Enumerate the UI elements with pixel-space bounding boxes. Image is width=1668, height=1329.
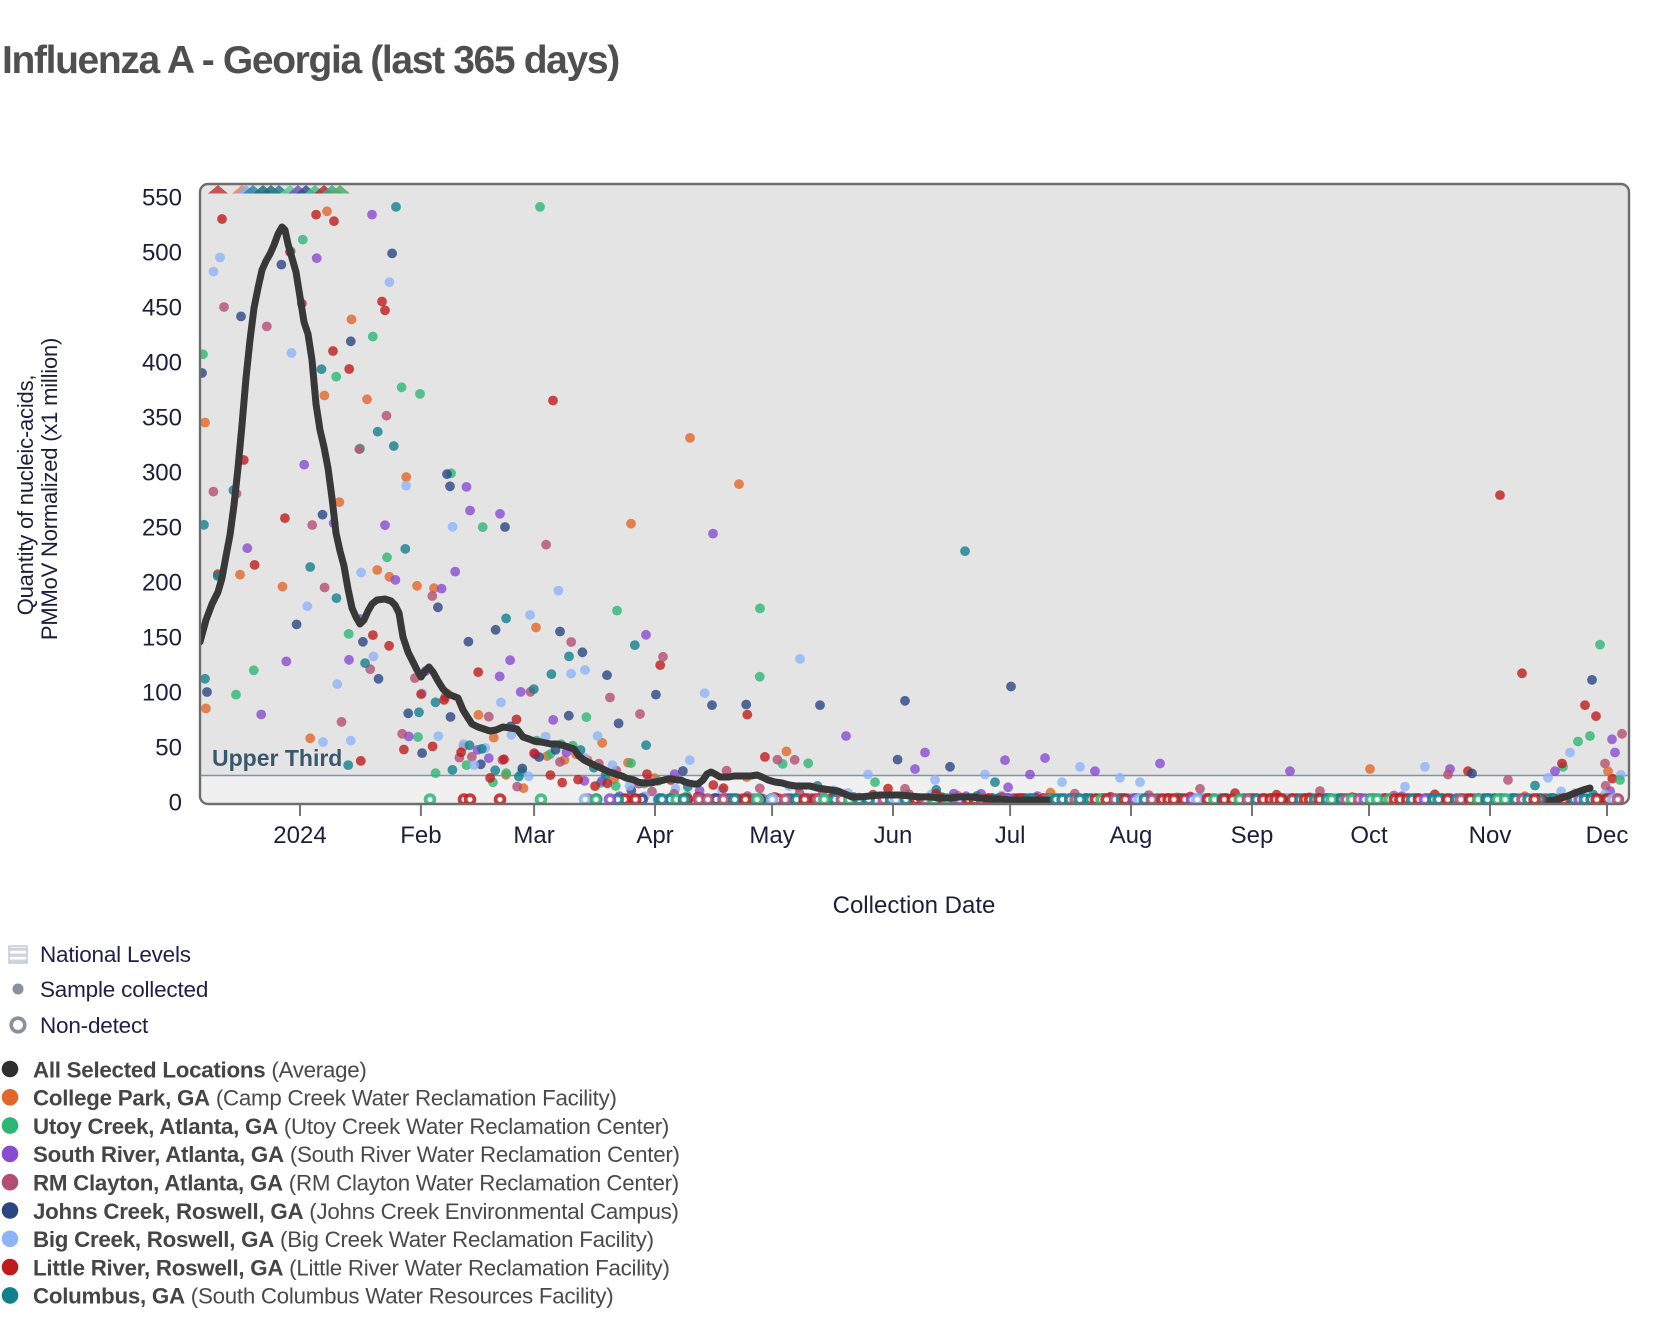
svg-text:Columbus, GA (South Columbus W: Columbus, GA (South Columbus Water Resou…: [33, 1284, 613, 1309]
svg-text:National Levels: National Levels: [40, 942, 191, 967]
svg-text:Collection Date: Collection Date: [833, 892, 996, 919]
svg-text:RM Clayton, Atlanta, GA (RM Cl: RM Clayton, Atlanta, GA (RM Clayton Wate…: [33, 1171, 679, 1196]
svg-text:0: 0: [169, 790, 182, 817]
svg-text:100: 100: [142, 680, 182, 707]
svg-text:Sample collected: Sample collected: [40, 977, 208, 1002]
svg-text:Feb: Feb: [400, 822, 441, 849]
svg-text:400: 400: [142, 350, 182, 377]
svg-text:Non-detect: Non-detect: [40, 1013, 149, 1038]
svg-text:350: 350: [142, 405, 182, 432]
svg-text:Jun: Jun: [874, 822, 913, 849]
svg-text:All Selected Locations (Averag: All Selected Locations (Average): [33, 1057, 367, 1082]
svg-text:Upper Third: Upper Third: [212, 745, 342, 771]
svg-text:Little River, Roswell, GA (Lit: Little River, Roswell, GA (Little River …: [33, 1255, 670, 1280]
svg-text:South River, Atlanta, GA (Sout: South River, Atlanta, GA (South River Wa…: [33, 1142, 680, 1167]
svg-text:Influenza A - Georgia (last 36: Influenza A - Georgia (last 365 days): [2, 39, 619, 82]
svg-text:300: 300: [142, 460, 182, 487]
svg-text:500: 500: [142, 240, 182, 267]
svg-text:May: May: [749, 822, 794, 849]
svg-text:200: 200: [142, 570, 182, 597]
svg-text:550: 550: [142, 185, 182, 212]
svg-text:Oct: Oct: [1350, 822, 1388, 849]
svg-text:Dec: Dec: [1586, 822, 1629, 849]
svg-text:Quantity of nucleic-acids,: Quantity of nucleic-acids,: [13, 375, 38, 616]
svg-text:Aug: Aug: [1110, 822, 1153, 849]
svg-text:Utoy Creek, Atlanta, GA (Utoy: Utoy Creek, Atlanta, GA (Utoy Creek Wate…: [33, 1114, 669, 1139]
svg-text:50: 50: [155, 735, 182, 762]
svg-text:Big Creek, Roswell, GA (Big Cr: Big Creek, Roswell, GA (Big Creek Water …: [33, 1227, 654, 1252]
svg-text:Nov: Nov: [1469, 822, 1512, 849]
svg-text:Sep: Sep: [1231, 822, 1274, 849]
svg-text:PMMoV Normalized (x1 million): PMMoV Normalized (x1 million): [37, 338, 62, 640]
svg-text:Johns Creek, Roswell, GA (John: Johns Creek, Roswell, GA (Johns Creek En…: [33, 1199, 679, 1224]
svg-text:Mar: Mar: [513, 822, 554, 849]
svg-text:150: 150: [142, 625, 182, 652]
svg-text:Apr: Apr: [636, 822, 673, 849]
svg-text:250: 250: [142, 515, 182, 542]
svg-text:2024: 2024: [273, 822, 326, 849]
svg-text:College Park, GA (Camp Creek W: College Park, GA (Camp Creek Water Recla…: [33, 1086, 617, 1111]
svg-text:450: 450: [142, 295, 182, 322]
svg-text:Jul: Jul: [995, 822, 1026, 849]
